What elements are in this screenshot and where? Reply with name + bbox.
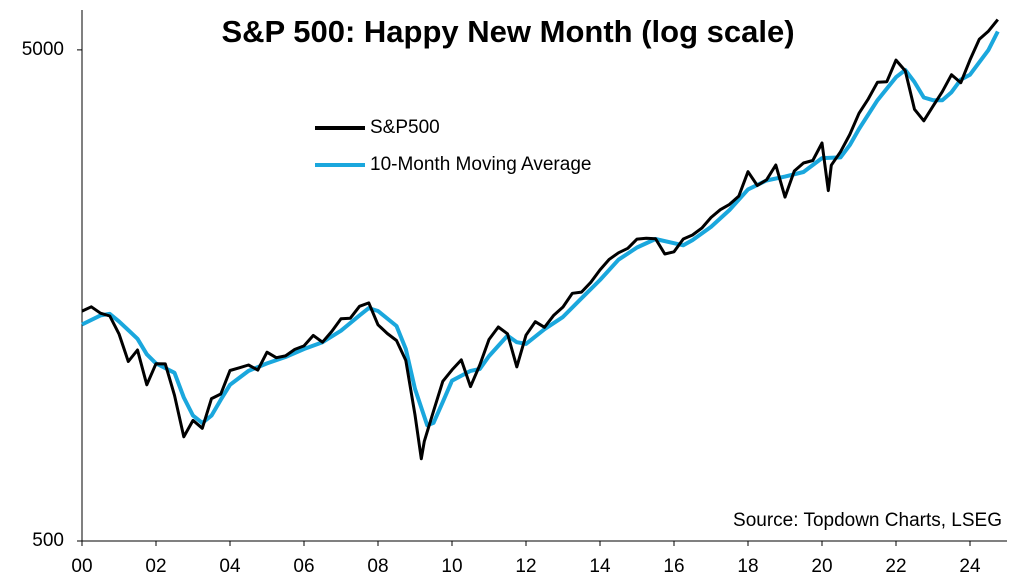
series-line <box>81 18 999 461</box>
x-tick-label: 02 <box>145 556 166 577</box>
y-tick-label: 5000 <box>22 39 64 60</box>
x-tick-label: 16 <box>663 556 684 577</box>
x-tick-label: 10 <box>441 556 462 577</box>
x-tick-label: 18 <box>737 556 758 577</box>
x-tick-label: 22 <box>885 556 906 577</box>
x-tick-label: 12 <box>515 556 536 577</box>
y-tick-label: 500 <box>32 530 64 551</box>
source-note: Source: Topdown Charts, LSEG <box>733 510 1002 531</box>
series-line <box>81 30 1000 428</box>
x-tick-label: 24 <box>959 556 981 577</box>
legend-label: 10-Month Moving Average <box>370 154 591 175</box>
x-tick-label: 04 <box>219 556 241 577</box>
x-tick-label: 14 <box>589 556 611 577</box>
x-tick-label: 08 <box>367 556 388 577</box>
chart-title: S&P 500: Happy New Month (log scale) <box>221 14 794 49</box>
x-tick-label: 00 <box>71 556 92 577</box>
x-tick-label: 20 <box>811 556 832 577</box>
x-tick-label: 06 <box>293 556 314 577</box>
legend-label: S&P500 <box>370 117 440 138</box>
